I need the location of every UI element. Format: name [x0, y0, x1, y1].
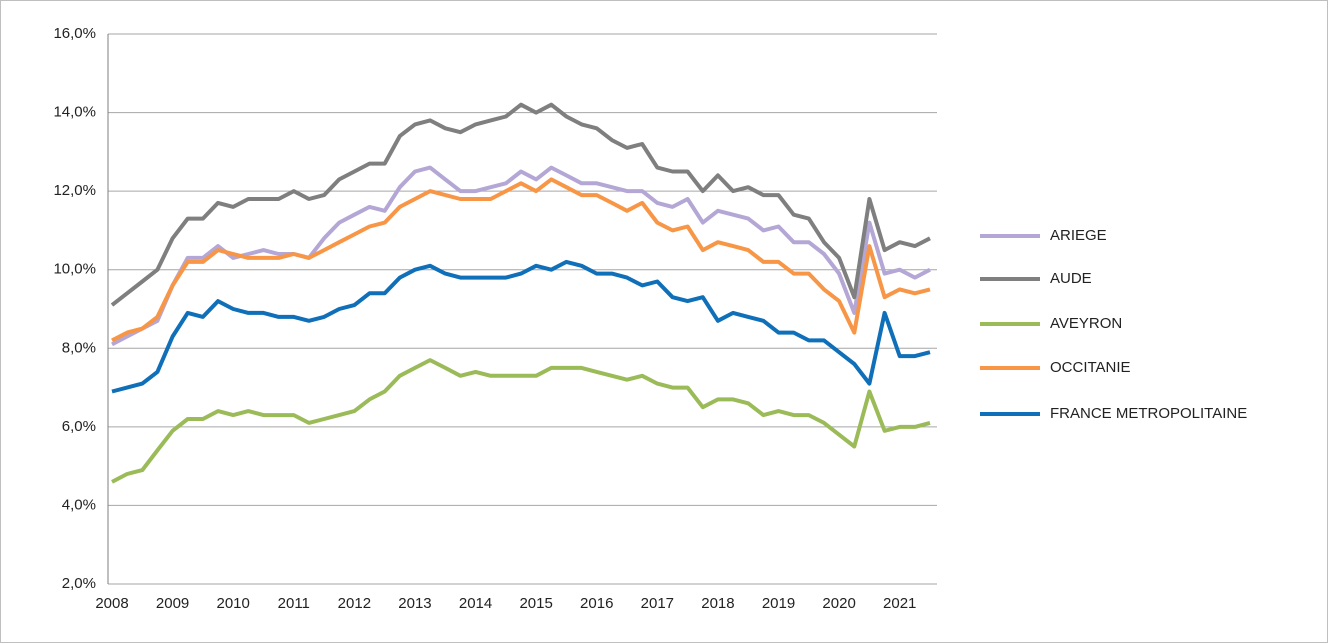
x-tick-label: 2013 — [398, 595, 431, 612]
y-tick-label: 8,0% — [62, 339, 96, 356]
y-tick-label: 2,0% — [62, 575, 96, 592]
legend-label: OCCITANIE — [1050, 359, 1131, 376]
x-tick-label: 2017 — [641, 595, 674, 612]
legend-label: FRANCE METROPOLITAINE — [1050, 405, 1247, 422]
y-tick-label: 12,0% — [53, 182, 96, 199]
x-tick-label: 2021 — [883, 595, 916, 612]
series-line — [111, 259, 931, 394]
series-line — [111, 165, 931, 347]
x-tick-label: 2008 — [95, 595, 128, 612]
series-line — [111, 177, 931, 343]
y-tick-label: 16,0% — [53, 25, 96, 42]
legend-label: ARIEGE — [1050, 227, 1107, 244]
y-tick-label: 14,0% — [53, 104, 96, 121]
x-tick-label: 2015 — [519, 595, 552, 612]
y-tick-label: 10,0% — [53, 261, 96, 278]
legend-label: AUDE — [1050, 270, 1092, 287]
y-tick-label: 4,0% — [62, 496, 96, 513]
x-tick-label: 2018 — [701, 595, 734, 612]
series-line — [110, 102, 931, 307]
y-tick-label: 6,0% — [62, 418, 96, 435]
x-tick-label: 2009 — [156, 595, 189, 612]
x-tick-label: 2019 — [762, 595, 795, 612]
x-tick-label: 2011 — [278, 595, 310, 612]
x-tick-label: 2020 — [822, 595, 855, 612]
x-tick-label: 2012 — [338, 595, 371, 612]
x-tick-label: 2010 — [216, 595, 249, 612]
series-line — [111, 358, 931, 484]
x-tick-label: 2014 — [459, 595, 492, 612]
legend-label: AVEYRON — [1050, 315, 1122, 332]
x-tick-label: 2016 — [580, 595, 613, 612]
